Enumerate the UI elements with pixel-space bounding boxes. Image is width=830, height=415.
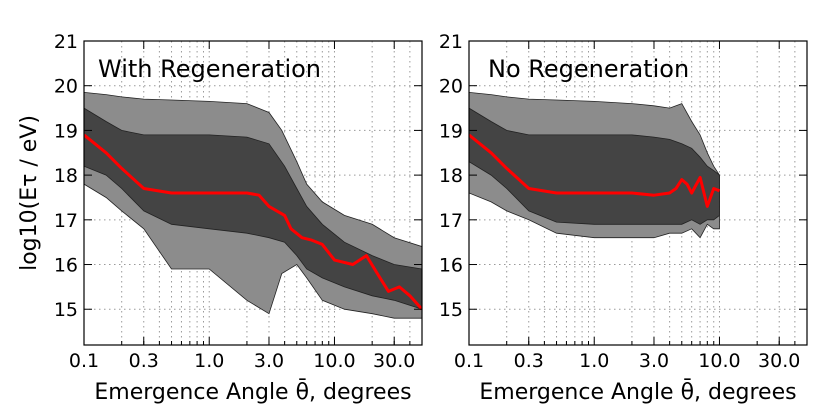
x-tick-label: 30.0 (758, 350, 800, 372)
plot-frame (468, 40, 808, 346)
chart-panel-with-regeneration: 0.1 0.3 1.0 3.0 10.0 30.0 15 16 17 18 19 20 21 With … (17, 31, 423, 405)
y-tick-label: 17 (54, 210, 78, 232)
panel-title: With Regeneration (98, 55, 321, 83)
x-tick-label: 3.0 (254, 350, 284, 372)
y-tick-label: 17 (439, 210, 463, 232)
y-tick-label: 20 (54, 76, 78, 98)
y-axis-label: log10(Eτ / eV) (17, 115, 42, 271)
chart-panel-no-regeneration: 0.1 0.3 1.0 3.0 10.0 30.0 15 16 17 18 19 20 21 No Re… (439, 31, 808, 405)
x-axis-label: Emergence Angle θ̄, degrees (479, 379, 796, 405)
x-tick-label: 30.0 (373, 350, 415, 372)
median-line (469, 133, 721, 208)
y-tick-label: 18 (54, 165, 78, 187)
x-tick-label: 0.3 (129, 350, 159, 372)
x-tick-label: 1.0 (579, 350, 609, 372)
plot-frame (83, 40, 423, 346)
y-tick-label: 16 (439, 255, 463, 277)
x-tick-label: 10.0 (313, 350, 355, 372)
x-tick-label: 1.0 (194, 350, 224, 372)
y-tick-label: 21 (54, 31, 78, 53)
y-tick-label: 18 (439, 165, 463, 187)
x-tick-label: 10.0 (698, 350, 740, 372)
panel-title: No Regeneration (488, 55, 689, 83)
x-tick-label: 0.1 (454, 350, 484, 372)
y-tick-label: 19 (54, 120, 78, 142)
median-line (84, 133, 422, 311)
x-axis-label: Emergence Angle θ̄, degrees (94, 379, 411, 405)
inner-band (84, 107, 422, 310)
y-tick-label: 19 (439, 120, 463, 142)
x-tick-label: 0.1 (69, 350, 99, 372)
y-tick-label: 15 (54, 299, 78, 321)
y-tick-label: 16 (54, 255, 78, 277)
x-tick-label: 3.0 (639, 350, 669, 372)
y-tick-label: 21 (439, 31, 463, 53)
y-tick-label: 15 (439, 299, 463, 321)
x-tick-label: 0.3 (514, 350, 544, 372)
y-tick-label: 20 (439, 76, 463, 98)
